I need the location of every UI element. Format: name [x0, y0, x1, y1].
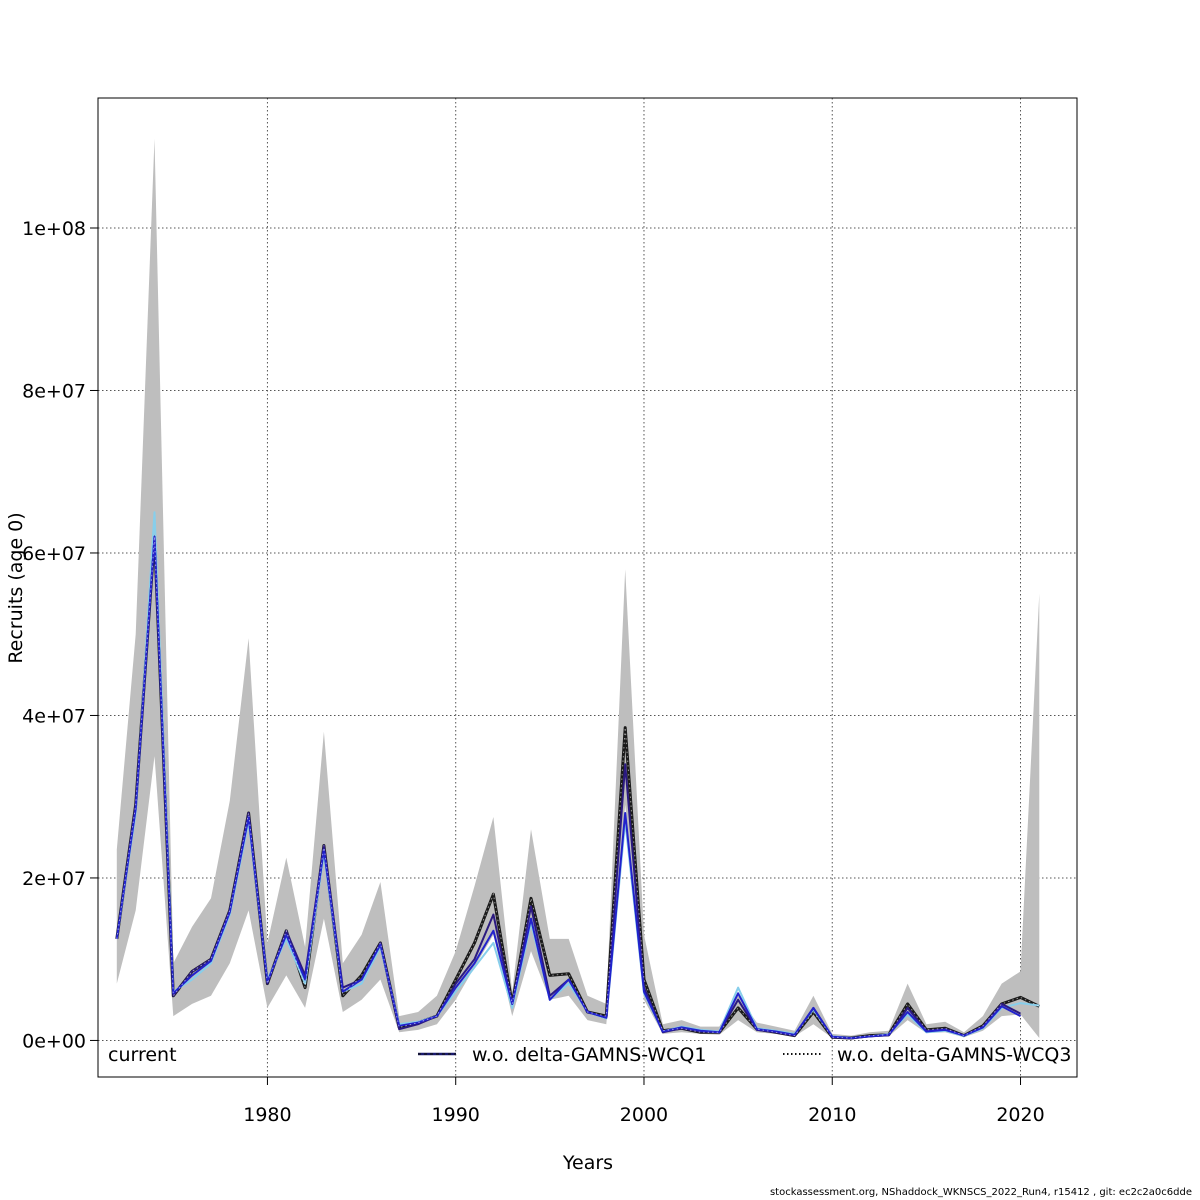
x-tick-label: 1990: [432, 1104, 480, 1126]
confidence-band-layer: [116, 138, 1040, 1039]
x-axis-label: Years: [562, 1152, 613, 1174]
x-tick-label: 2000: [620, 1104, 668, 1126]
x-tick-label: 1980: [243, 1104, 291, 1126]
y-tick-label: 6e+07: [22, 543, 86, 565]
y-tick-label: 0e+00: [22, 1030, 86, 1052]
legend-label-current: current: [108, 1044, 177, 1066]
y-tick-label: 1e+08: [22, 218, 86, 240]
y-axis: 0e+00 2e+07 4e+07 6e+07 8e+07 1e+08: [22, 218, 98, 1052]
y-tick-label: 2e+07: [22, 868, 86, 890]
y-tick-label: 8e+07: [22, 380, 86, 402]
legend-label-wcq3: w.o. delta-GAMNS-WCQ3: [837, 1044, 1071, 1066]
x-axis: 1980 1990 2000 2010 2020: [243, 1077, 1045, 1126]
y-axis-label: Recruits (age 0): [5, 512, 27, 663]
x-tick-label: 2010: [808, 1104, 856, 1126]
confidence-band: [116, 138, 1040, 1039]
footer-credit: stockassessment.org, NShaddock_WKNSCS_20…: [769, 1187, 1192, 1198]
series-lines-layer: [115, 511, 1040, 1040]
legend-label-wcq1: w.o. delta-GAMNS-WCQ1: [472, 1044, 706, 1066]
y-tick-label: 4e+07: [22, 705, 86, 727]
x-tick-label: 2020: [996, 1104, 1044, 1126]
legend: current w.o. delta-GAMNS-WCQ1 w.o. delta-G…: [108, 1044, 1071, 1066]
grid-lines: [98, 98, 1077, 1077]
plot-frame: [97, 97, 1078, 1078]
